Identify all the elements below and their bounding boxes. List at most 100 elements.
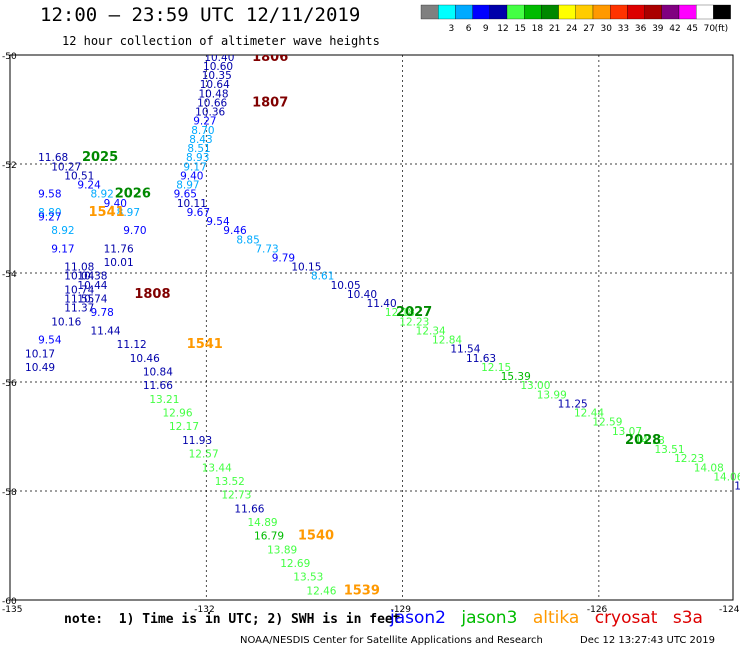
data-point-label: 10.11 (177, 198, 207, 210)
data-point-label: 13.07 (612, 426, 642, 438)
data-point-label: 10.36 (195, 107, 225, 119)
data-point-label: 12.23 (674, 453, 704, 465)
data-point-label: 8.97 (117, 207, 140, 219)
header-title: 12:00 — 23:59 UTC 12/11/2019 (40, 4, 361, 26)
data-point-label: 10.40 (347, 289, 377, 301)
data-point-label: 12.59 (592, 417, 622, 429)
data-point-label: 10.17 (25, 348, 55, 360)
data-point-label: 10.74 (64, 284, 94, 296)
data-point-label: 11.68 (38, 152, 68, 164)
time-annotation: 1541 (187, 337, 223, 352)
data-point-label: 9.40 (104, 198, 127, 210)
data-point-label: 13.53 (293, 572, 323, 584)
x-tick-label: -124 (719, 605, 740, 615)
time-annotation: 2026 (115, 187, 151, 202)
data-point-label: 9.17 (183, 161, 206, 173)
legend-swatch (420, 4, 439, 20)
data-point-label: 12.17 (169, 421, 199, 433)
data-point-label: 13.99 (537, 389, 567, 401)
data-point-label: 10.04 (64, 271, 94, 283)
time-annotation: 1806 (252, 50, 288, 65)
y-tick-label: -60 (2, 597, 17, 607)
legend-label: 30 (600, 24, 612, 34)
time-annotation: 1807 (252, 95, 288, 110)
legend-label: 6 (466, 24, 472, 34)
satellite-altika: altika (532, 608, 580, 628)
legend-label: 3 (449, 24, 455, 34)
data-point-label: 10.51 (64, 170, 94, 182)
legend-swatch (506, 4, 525, 20)
legend-swatch (575, 4, 594, 20)
legend-label: 39 (652, 24, 664, 34)
data-point-label: 8.92 (90, 189, 113, 201)
data-point-label: 8.92 (51, 225, 74, 237)
data-point-label: 12.57 (189, 449, 219, 461)
data-point-label: 8.93 (186, 152, 209, 164)
legend-label: 70 (704, 24, 716, 34)
footer-note: note: 1) Time is in UTC; 2) SWH is in fe… (64, 612, 401, 627)
legend-label: 27 (583, 24, 594, 34)
data-point-label: 9.58 (38, 189, 61, 201)
legend-label: 42 (669, 24, 680, 34)
legend-label: 9 (483, 24, 489, 34)
data-point-label: 10.84 (143, 367, 173, 379)
data-point-label: 10.66 (197, 97, 227, 109)
data-point-label: 9.40 (180, 170, 203, 182)
legend-label: 21 (549, 24, 560, 34)
data-point-label: 11.54 (450, 344, 480, 356)
data-point-label: 11.08 (64, 262, 94, 274)
data-point-label: 10.44 (77, 280, 107, 292)
time-annotation: 1808 (134, 287, 170, 302)
time-annotation: 1541 (89, 205, 125, 220)
data-point-label: 13.89 (267, 544, 297, 556)
data-point-label: 9.70 (123, 225, 146, 237)
data-point-label: 9.46 (223, 225, 247, 237)
data-point-label: 11.12 (117, 339, 147, 351)
y-tick-label: -58 (2, 488, 17, 498)
legend-label: 33 (618, 24, 629, 34)
data-point-label: 10.01 (104, 257, 134, 269)
data-point-label: 11.63 (734, 481, 740, 493)
data-point-label: 12.46 (306, 585, 336, 597)
legend-swatch (558, 4, 576, 20)
data-point-label: 10.16 (51, 316, 81, 328)
data-point-label: 10.15 (291, 262, 321, 274)
data-point-label: 16.79 (254, 531, 284, 543)
legend-swatch (696, 4, 714, 20)
data-point-label: 8.61 (311, 271, 334, 283)
time-annotation: 1540 (298, 529, 334, 544)
data-point-label: 12.84 (432, 335, 462, 347)
x-tick-label: -135 (2, 605, 22, 615)
legend-swatch (678, 4, 697, 20)
data-point-label: 9.65 (174, 189, 197, 201)
y-tick-label: -52 (2, 161, 17, 171)
data-point-label: 9.67 (187, 207, 210, 219)
data-point-label: 12.15 (481, 362, 511, 374)
data-point-label: 13.44 (202, 462, 232, 474)
legend-swatch (610, 4, 628, 20)
data-point-label: 10.48 (198, 88, 228, 100)
footer-timestamp: Dec 12 13:27:43 UTC 2019 (580, 635, 715, 646)
data-point-label: 12.34 (416, 325, 446, 337)
legend-label: 36 (635, 24, 647, 34)
data-point-label: 7.73 (255, 243, 278, 255)
data-point-label: 13.52 (215, 476, 245, 488)
legend-label: 45 (686, 24, 697, 34)
data-point-label: 10.49 (25, 362, 55, 374)
data-point-label: 11.93 (182, 435, 212, 447)
data-point-label: 11.44 (90, 325, 120, 337)
y-tick-label: -54 (2, 270, 17, 280)
satellite-legend: jason2 jason3 altika cryosat s3a (390, 608, 713, 628)
data-point-label: 10.60 (203, 61, 233, 73)
legend-swatch (713, 4, 731, 20)
time-annotation: 2028 (625, 433, 661, 448)
data-point-label: 14.13 (635, 435, 665, 447)
x-tick-label: -129 (391, 605, 412, 615)
footer-credit: NOAA/NESDIS Center for Satellite Applica… (240, 635, 543, 646)
data-point-label: 8.43 (189, 134, 212, 146)
data-point-label: 14.89 (248, 517, 278, 529)
data-point-label: 9.54 (38, 335, 62, 347)
data-point-label: 9.54 (206, 216, 230, 228)
legend-swatch (489, 4, 508, 20)
